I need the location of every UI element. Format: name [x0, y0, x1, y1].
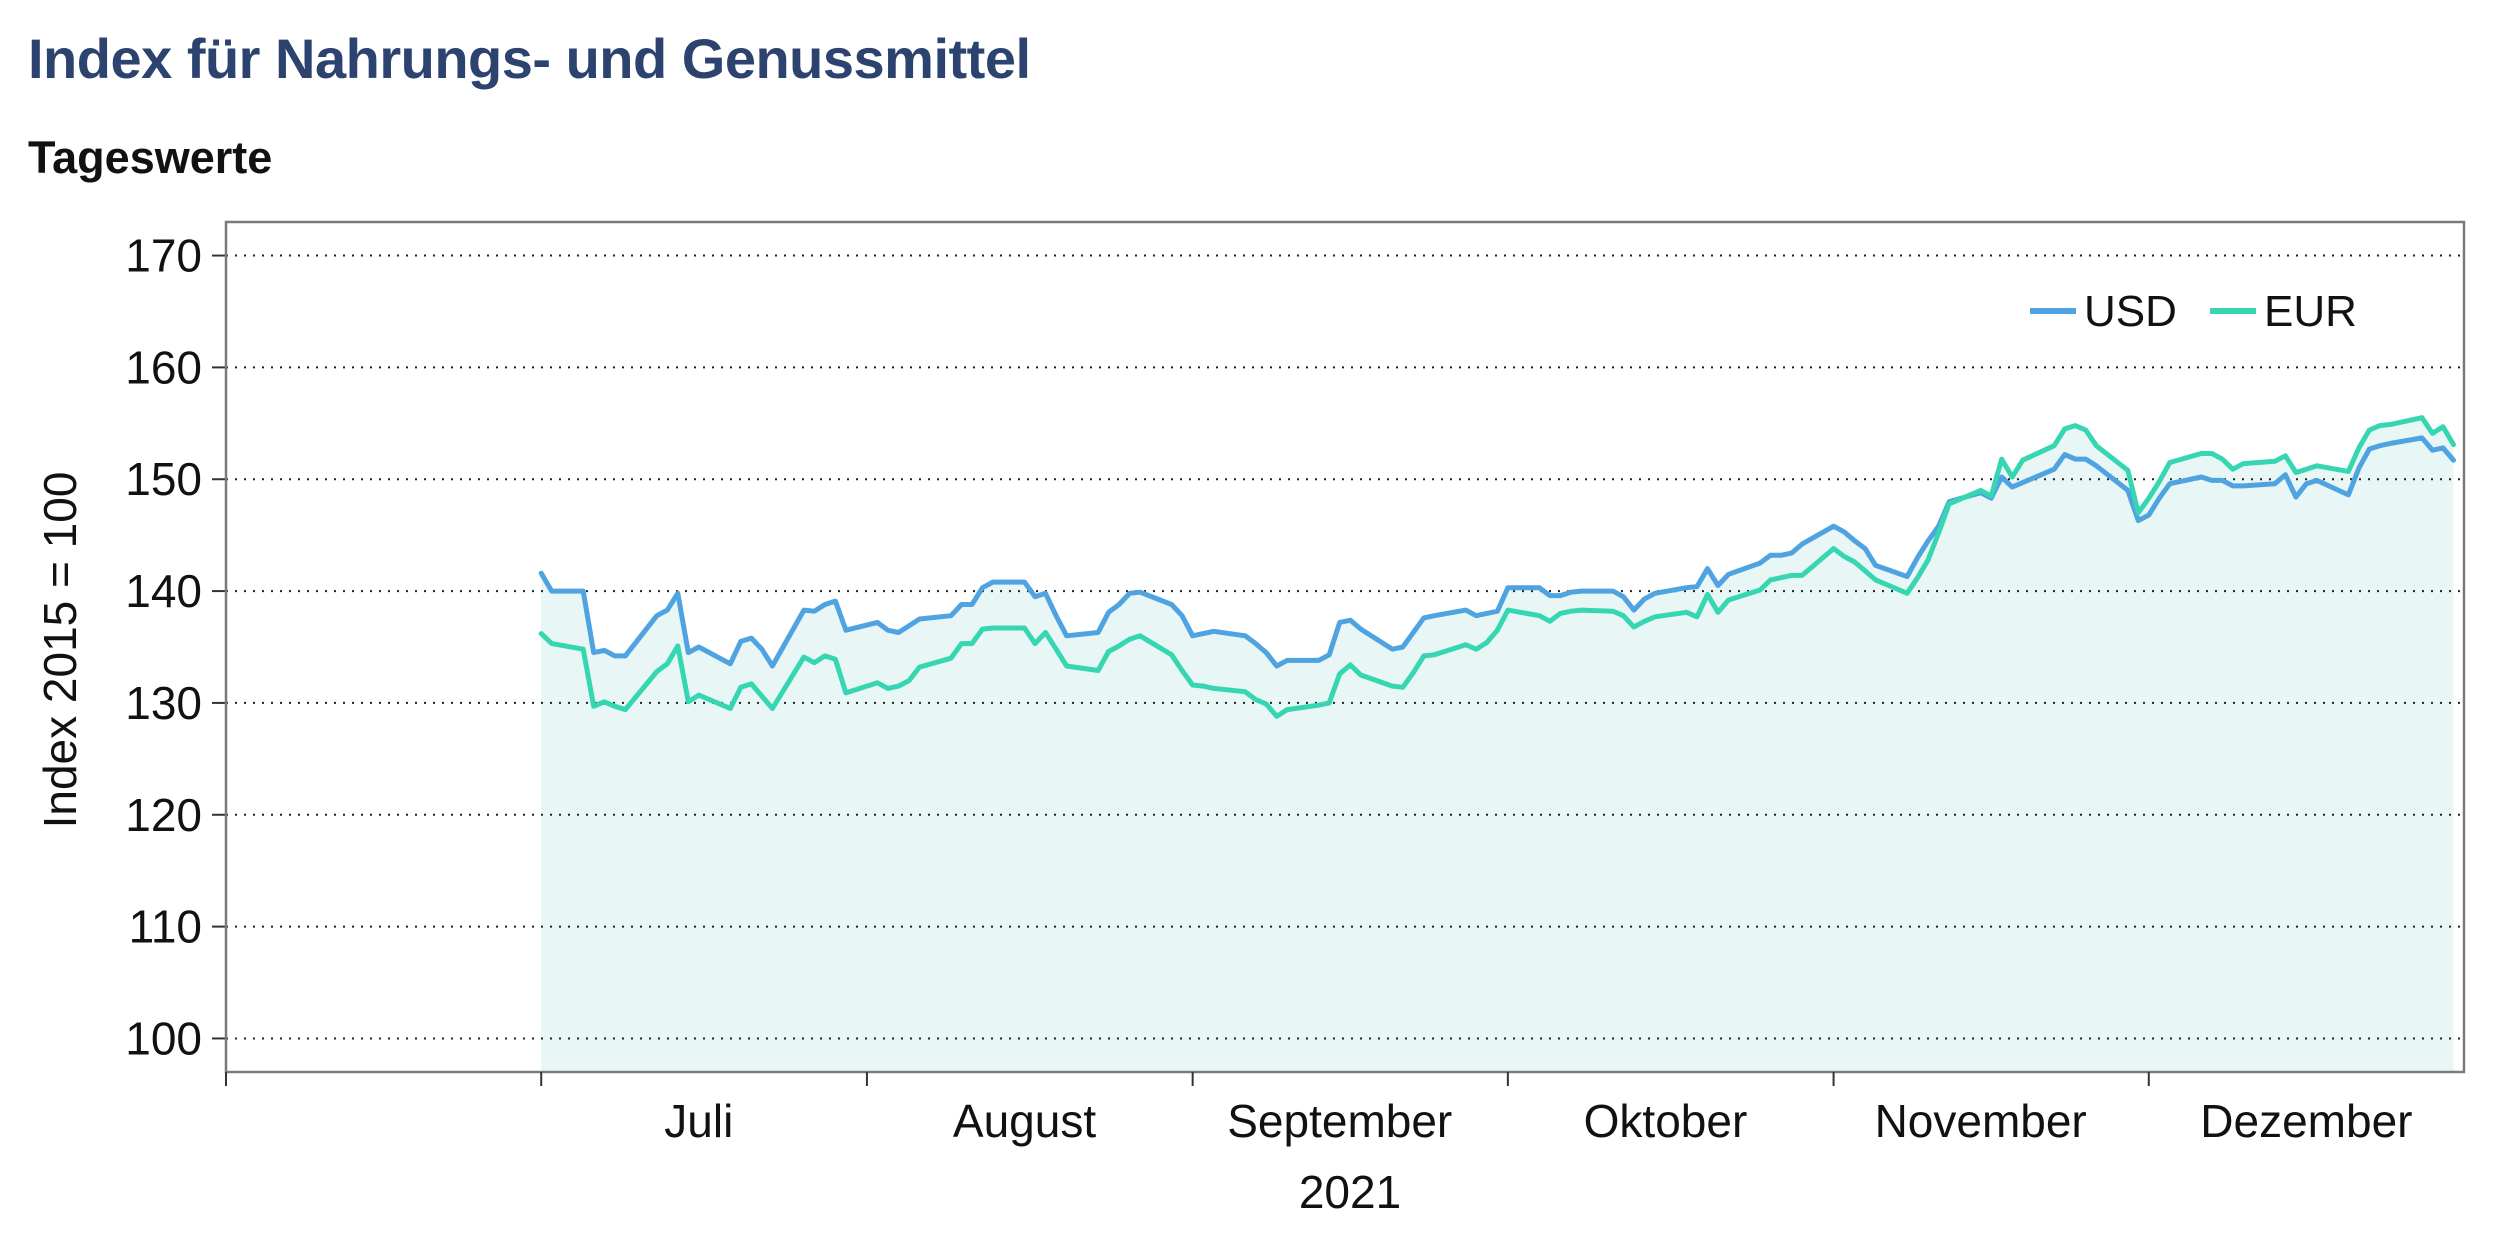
gridlines	[226, 254, 2464, 1040]
x-axis-title: 2021	[1299, 1166, 1401, 1218]
y-tick-label: 120	[125, 789, 202, 841]
y-tick-label: 110	[129, 901, 202, 953]
x-tick-label-august: August	[953, 1095, 1096, 1147]
y-axis-title: Index 2015 = 100	[34, 472, 86, 829]
series-lines	[538, 415, 2456, 719]
chart-title: Index für Nahrungs- und Genussmittel	[28, 27, 1031, 90]
y-tick-label: 130	[125, 677, 202, 729]
plot-frame	[224, 220, 2466, 1074]
x-tick-label-oktober: Oktober	[1584, 1095, 1748, 1147]
area-fill	[541, 417, 2454, 1072]
series-line-usd	[538, 435, 2456, 669]
legend-label-usd: USD	[2084, 287, 2177, 336]
y-tick-label: 170	[125, 230, 202, 282]
x-tick-label-september: September	[1227, 1095, 1452, 1147]
legend: USD EUR	[2030, 287, 2357, 336]
chart-subtitle: Tageswerte	[28, 132, 273, 183]
area-fill-layer	[541, 417, 2454, 1072]
y-tick-label: 160	[125, 341, 202, 393]
y-tick-label: 100	[125, 1012, 202, 1064]
x-tick-label-november: November	[1875, 1095, 2087, 1147]
series-line-eur	[538, 415, 2456, 719]
legend-label-eur: EUR	[2264, 287, 2357, 336]
x-tick-label-juli: Juli	[664, 1095, 733, 1147]
x-tick-label-dezember: Dezember	[2200, 1095, 2412, 1147]
axes: 100 110 120 130 140 150 160 170 Juli August Septem…	[125, 220, 2466, 1147]
y-tick-label: 150	[125, 453, 202, 505]
y-tick-label: 140	[125, 565, 202, 617]
